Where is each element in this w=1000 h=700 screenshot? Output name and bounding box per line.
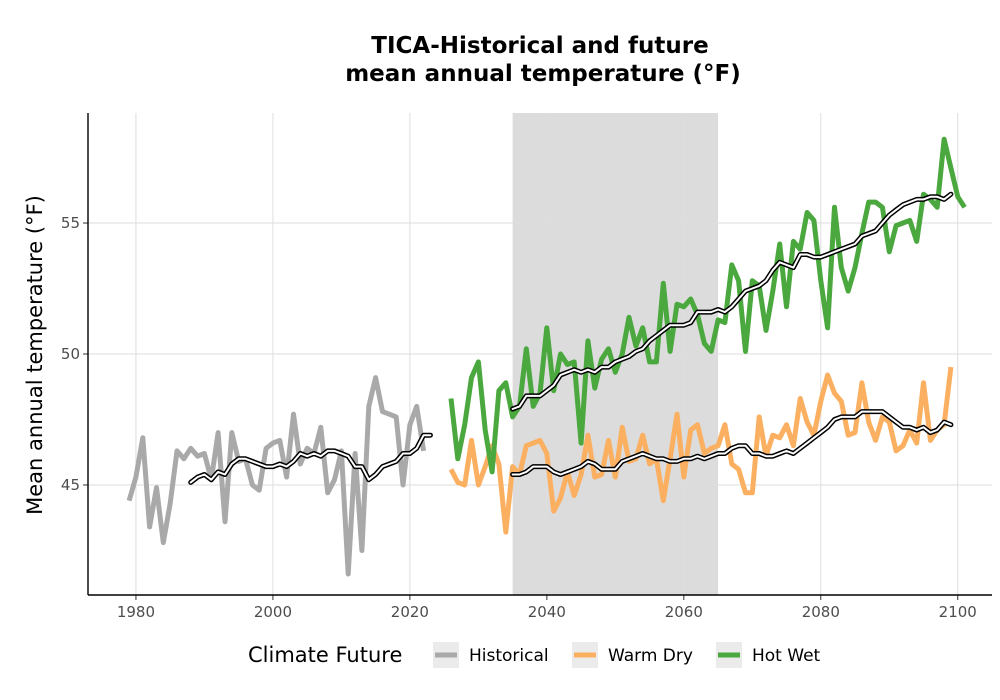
legend-label-historical: Historical bbox=[469, 646, 549, 666]
legend-item-warm-dry: Warm Dry bbox=[572, 642, 693, 668]
legend-item-historical: Historical bbox=[433, 642, 549, 668]
legend: Climate Future Historical Warm Dry Hot W… bbox=[248, 642, 821, 668]
series-historical-rolling-mean-outline bbox=[188, 432, 433, 485]
chart-title-line1: TICA-Historical and future bbox=[371, 33, 708, 59]
x-tick-label-2080: 2080 bbox=[802, 603, 840, 621]
y-tick-label-50: 50 bbox=[61, 345, 80, 363]
legend-label-hot-wet: Hot Wet bbox=[752, 646, 821, 666]
series-historical bbox=[126, 375, 427, 577]
chart-title-line2: mean annual temperature (°F) bbox=[345, 61, 741, 87]
y-tick-label-55: 55 bbox=[61, 214, 80, 232]
x-tick-label-2100: 2100 bbox=[939, 603, 977, 621]
legend-label-warm-dry: Warm Dry bbox=[608, 646, 693, 666]
x-tick-label-2000: 2000 bbox=[254, 603, 292, 621]
series-warm-dry-rolling-mean-core bbox=[511, 410, 952, 476]
x-tick-label-2040: 2040 bbox=[528, 603, 566, 621]
plot-area: 1980 2000 2020 2040 2060 2080 2100 45 50 55 bbox=[61, 113, 992, 621]
series-warm-dry bbox=[448, 366, 954, 535]
legend-item-hot-wet: Hot Wet bbox=[716, 642, 821, 668]
x-tick-label-1980: 1980 bbox=[117, 603, 155, 621]
x-tick-label-2060: 2060 bbox=[665, 603, 703, 621]
series-hot-wet-rolling-mean-core bbox=[511, 193, 952, 410]
series-hot-wet bbox=[448, 136, 967, 475]
y-tick-label-45: 45 bbox=[61, 476, 80, 494]
legend-title: Climate Future bbox=[248, 643, 402, 667]
x-tick-label-2020: 2020 bbox=[391, 603, 429, 621]
y-axis-title: Mean annual temperature (°F) bbox=[23, 195, 47, 515]
series-historical-rolling-mean-core bbox=[189, 434, 432, 484]
